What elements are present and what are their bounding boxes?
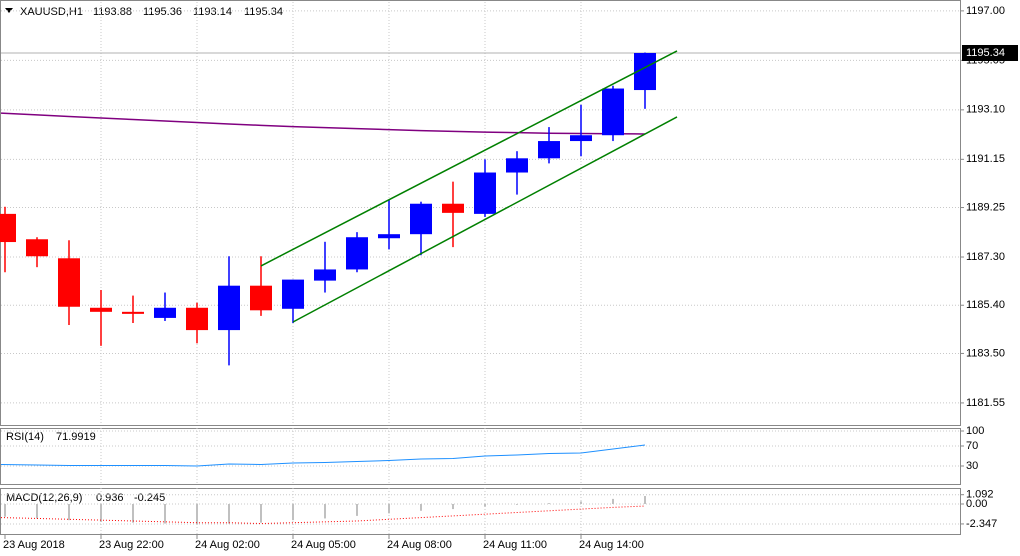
y-tick-label: 1.092: [966, 489, 994, 501]
candle-body: [346, 237, 368, 270]
close-value: 1195.34: [244, 6, 283, 18]
candle-body: [506, 158, 528, 173]
candle-body: [154, 307, 176, 318]
y-tick-label: 1185.40: [966, 299, 1005, 311]
y-tick-label: 1197.00: [966, 5, 1005, 17]
candle-body: [0, 213, 16, 243]
high-value: 1195.36: [143, 6, 182, 18]
candle-body: [410, 203, 432, 235]
candle-body: [602, 88, 624, 136]
price-label: 1195.34: [966, 47, 1005, 59]
candle-body: [442, 203, 464, 213]
candle-body: [570, 135, 592, 142]
open-value: 1193.88: [93, 6, 132, 18]
x-tick-label: 23 Aug 2018: [3, 539, 65, 551]
channel-line: [260, 50, 678, 267]
y-tick-label: 1187.30: [966, 251, 1005, 263]
candle-body: [282, 279, 304, 309]
candle-body: [634, 53, 656, 91]
symbol-title: XAUUSD,H1: [20, 6, 83, 18]
signal-value: -0.245: [134, 492, 165, 504]
rsi-panel: [0, 428, 961, 485]
candle-body: [218, 285, 240, 331]
y-tick-label: 30: [966, 460, 978, 472]
candle-body: [186, 307, 208, 331]
x-tick-label: 23 Aug 22:00: [99, 539, 164, 551]
candle-body: [250, 285, 272, 311]
macd-value: 0.936: [96, 492, 124, 504]
main-panel: [0, 0, 961, 426]
candle-body: [314, 269, 336, 281]
candle-body: [122, 311, 144, 314]
y-tick-label: 1181.55: [966, 397, 1005, 409]
moving-average: [0, 112, 646, 135]
y-tick-label: -2.347: [966, 518, 997, 530]
rsi-title: RSI(14): [6, 431, 44, 443]
x-tick-label: 24 Aug 14:00: [579, 539, 644, 551]
candle-body: [90, 307, 112, 312]
y-tick-label: 1183.50: [966, 347, 1005, 359]
y-tick-label: 70: [966, 440, 978, 452]
candle-body: [26, 239, 48, 257]
y-tick-label: 1193.10: [966, 104, 1005, 116]
signal-line: [0, 505, 646, 525]
macd-title: MACD(12,26,9): [6, 492, 82, 504]
rsi-line: [0, 444, 646, 467]
y-tick-label: 1191.15: [966, 153, 1005, 165]
x-tick-label: 24 Aug 05:00: [291, 539, 356, 551]
candle-body: [58, 258, 80, 307]
rsi-value: 71.9919: [56, 431, 96, 443]
price-label-bg: [962, 45, 1018, 62]
y-tick-label: 0.00: [966, 498, 987, 510]
candle-body: [538, 141, 560, 159]
channel-line: [292, 116, 678, 323]
menu-arrow: [5, 8, 13, 13]
y-tick-label: 1189.25: [966, 201, 1005, 213]
x-tick-label: 24 Aug 02:00: [195, 539, 260, 551]
low-value: 1193.14: [193, 6, 232, 18]
macd-panel: [0, 488, 961, 535]
candle-body: [474, 172, 496, 214]
x-tick-label: 24 Aug 08:00: [387, 539, 452, 551]
x-tick-label: 24 Aug 11:00: [483, 539, 547, 551]
y-tick-label: 100: [966, 425, 984, 437]
candle-body: [378, 234, 400, 239]
